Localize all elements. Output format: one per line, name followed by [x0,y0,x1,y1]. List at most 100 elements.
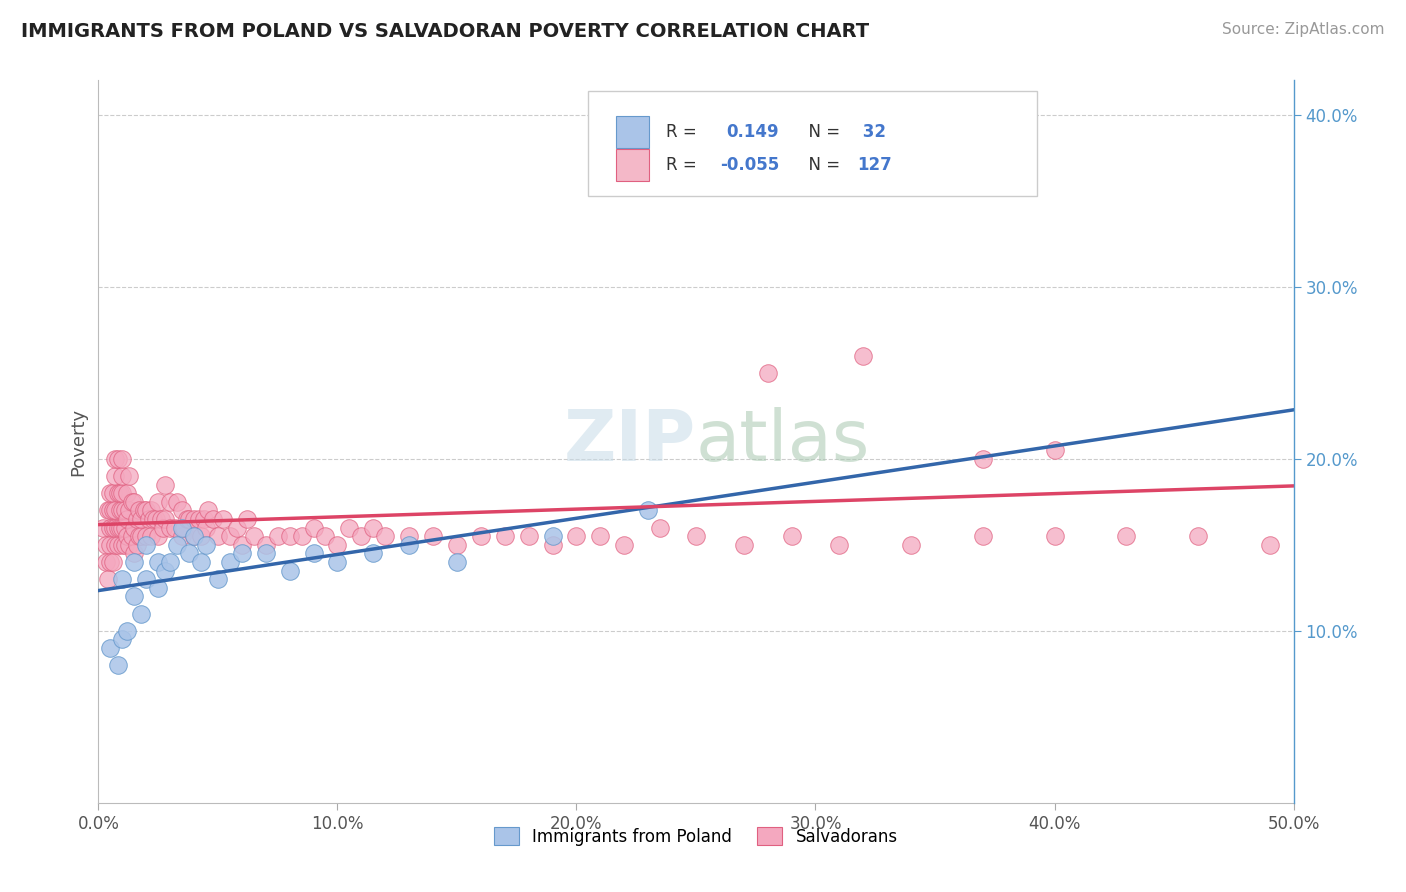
Text: R =: R = [666,156,702,174]
Point [115,486,138,500]
Point [565,529,588,543]
Point [107,658,129,673]
Point [124,546,146,560]
FancyBboxPatch shape [589,91,1036,196]
Point [101,520,124,534]
Point [326,538,349,552]
Point [98,520,122,534]
Point [648,520,672,534]
Point [179,512,201,526]
Point [517,529,540,543]
Point [207,529,229,543]
Point [139,503,162,517]
Point [494,529,516,543]
Point [111,538,134,552]
FancyBboxPatch shape [616,149,650,181]
Point [124,555,146,569]
Point [219,529,242,543]
Point [98,486,122,500]
Point [107,538,129,552]
Point [363,546,385,560]
Point [124,520,146,534]
Point [278,529,301,543]
FancyBboxPatch shape [616,116,650,148]
Text: 0.149: 0.149 [725,123,779,141]
Point [172,529,194,543]
Point [155,477,177,491]
Point [172,503,194,517]
Point [98,538,122,552]
Point [111,520,134,534]
Point [173,520,195,534]
Point [107,486,129,500]
Point [315,529,337,543]
Point [148,529,170,543]
Point [972,451,994,466]
Point [197,503,219,517]
Point [193,512,215,526]
Point [398,538,420,552]
Point [104,538,127,552]
Point [900,538,922,552]
Point [756,366,779,380]
Point [128,503,150,517]
Point [183,512,205,526]
Text: ZIP: ZIP [564,407,696,476]
Point [118,503,141,517]
Point [138,512,160,526]
Point [470,529,492,543]
Point [235,512,257,526]
Point [111,451,134,466]
Point [107,520,129,534]
Point [107,451,129,466]
Point [115,529,138,543]
Text: Source: ZipAtlas.com: Source: ZipAtlas.com [1222,22,1385,37]
Point [1043,529,1066,543]
Point [195,520,218,534]
Text: atlas: atlas [696,407,870,476]
Point [166,494,188,508]
Point [131,607,153,621]
Point [1187,529,1209,543]
Point [589,529,612,543]
Point [145,512,167,526]
Point [231,546,253,560]
Point [128,529,150,543]
Point [163,520,186,534]
Point [97,572,120,586]
Point [135,529,157,543]
Point [114,520,136,534]
Point [211,512,233,526]
Point [155,564,177,578]
Point [374,529,396,543]
Point [190,555,212,569]
Point [101,555,124,569]
Text: N =: N = [797,123,845,141]
Point [97,503,120,517]
Point [166,538,188,552]
Point [124,590,146,604]
Text: N =: N = [797,156,845,174]
Point [114,503,136,517]
Point [202,512,225,526]
Point [125,538,148,552]
Point [135,572,157,586]
Point [142,512,165,526]
Point [159,555,181,569]
Point [446,555,468,569]
Point [339,520,361,534]
Point [94,538,117,552]
Point [637,503,659,517]
Point [114,538,136,552]
Point [972,529,994,543]
Point [190,529,212,543]
Point [541,538,564,552]
Point [852,349,875,363]
Point [118,469,141,483]
Point [91,520,114,534]
Point [733,538,755,552]
Point [148,494,170,508]
Text: -0.055: -0.055 [720,156,779,174]
Point [613,538,636,552]
Point [995,177,1018,191]
